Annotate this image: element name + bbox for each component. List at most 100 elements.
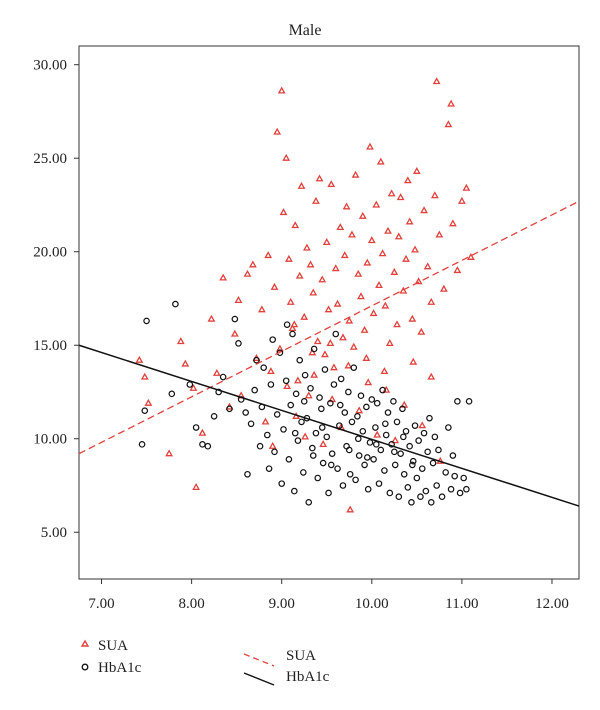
hba1c-point bbox=[377, 446, 385, 454]
hba1c-point bbox=[381, 467, 388, 474]
y-tick-label: 30.00 bbox=[33, 58, 67, 74]
hba1c-point bbox=[138, 441, 146, 448]
sua-point bbox=[423, 262, 432, 270]
x-tick-label: 11.00 bbox=[445, 596, 478, 612]
sua-point bbox=[286, 297, 295, 305]
hba1c-point bbox=[168, 390, 176, 398]
legend-line-sua: SUA bbox=[243, 648, 316, 667]
legend-solid-line-icon bbox=[243, 672, 275, 686]
legend-circle-icon bbox=[81, 663, 89, 671]
hba1c-point bbox=[341, 409, 349, 416]
hba1c-point bbox=[373, 399, 381, 407]
sua-point bbox=[288, 324, 297, 332]
sua-point bbox=[181, 359, 190, 367]
sua-point bbox=[435, 230, 444, 238]
sua-point bbox=[319, 440, 328, 447]
hba1c-point bbox=[382, 420, 389, 428]
hba1c-point bbox=[355, 452, 363, 459]
sua-point bbox=[309, 288, 318, 296]
hba1c-point bbox=[359, 427, 367, 435]
points-layer bbox=[135, 77, 475, 513]
hba1c-point bbox=[269, 336, 276, 343]
sua-point bbox=[310, 370, 319, 378]
sua-point bbox=[176, 337, 185, 345]
hba1c-point bbox=[409, 457, 417, 465]
sua-point bbox=[358, 211, 367, 219]
sua-point bbox=[380, 367, 389, 375]
hba1c-point bbox=[429, 459, 437, 467]
hba1c-point bbox=[415, 437, 422, 444]
hba1c-point bbox=[318, 405, 325, 413]
hba1c-point bbox=[285, 456, 293, 463]
x-axis-ticks: 7.00 8.00 9.00 10.00 11.00 12.00 bbox=[88, 579, 569, 612]
hba1c-point bbox=[294, 437, 302, 444]
sua-point bbox=[391, 436, 400, 444]
hba1c-point bbox=[328, 450, 336, 457]
hba1c-point bbox=[251, 386, 258, 394]
sua-point bbox=[381, 301, 390, 309]
sua-point bbox=[283, 382, 292, 390]
y-tick-label: 10.00 bbox=[33, 432, 67, 448]
hba1c-point bbox=[316, 394, 323, 401]
hba1c-point bbox=[346, 470, 354, 478]
sua-point bbox=[230, 329, 239, 337]
sua-point bbox=[349, 342, 358, 350]
sua-point bbox=[378, 249, 387, 257]
hba1c-point bbox=[310, 345, 318, 353]
legend-marker-sua: SUA bbox=[80, 638, 128, 654]
sua-point bbox=[360, 325, 369, 333]
hba1c-point bbox=[364, 485, 372, 493]
hba1c-point bbox=[278, 480, 286, 487]
hba1c-point bbox=[339, 482, 347, 489]
hba1c-point bbox=[397, 450, 404, 457]
hba1c-point bbox=[283, 321, 291, 328]
hba1c-point bbox=[210, 412, 218, 420]
hba1c-point bbox=[404, 484, 412, 491]
hba1c-point bbox=[307, 384, 314, 392]
hba1c-point bbox=[332, 330, 340, 338]
sua-point bbox=[364, 378, 373, 386]
sua-point bbox=[399, 286, 408, 294]
sua-point bbox=[322, 238, 331, 246]
sua-point bbox=[385, 339, 394, 347]
hba1c-point bbox=[300, 398, 308, 405]
sua-point bbox=[336, 223, 345, 231]
x-tick-label: 7.00 bbox=[88, 596, 114, 612]
hba1c-point bbox=[273, 411, 281, 418]
x-tick-label: 10.00 bbox=[355, 596, 389, 612]
sua-point bbox=[144, 398, 153, 406]
hba1c-point bbox=[361, 461, 368, 469]
regression-lines bbox=[78, 200, 580, 507]
sua-point bbox=[330, 363, 338, 371]
sua-point bbox=[294, 376, 302, 384]
hba1c-point bbox=[352, 476, 359, 484]
sua-point bbox=[444, 120, 453, 128]
hba1c-point bbox=[309, 444, 316, 452]
hba1c-point bbox=[368, 396, 376, 403]
sua-point bbox=[369, 309, 378, 317]
hba1c-point bbox=[345, 446, 353, 454]
sua-point bbox=[248, 260, 257, 268]
sua-point bbox=[198, 428, 207, 436]
hba1c-point bbox=[348, 418, 356, 426]
sua-point bbox=[285, 254, 293, 262]
hba1c-point bbox=[406, 442, 413, 450]
sua-point bbox=[345, 316, 354, 324]
sua-point bbox=[427, 297, 436, 305]
sua-point bbox=[346, 505, 355, 513]
sua-point bbox=[270, 282, 279, 290]
sua-point bbox=[135, 355, 144, 363]
sua-point bbox=[414, 277, 423, 285]
hba1c-point bbox=[400, 470, 408, 478]
hba1c-point bbox=[350, 364, 358, 371]
hba1c-point bbox=[296, 356, 304, 364]
legend-dashed-line-icon bbox=[243, 653, 275, 667]
legend-line-hba1c-label: HbA1c bbox=[286, 669, 330, 685]
hba1c-point bbox=[375, 480, 383, 487]
sua-point bbox=[275, 344, 284, 352]
hba1c-point bbox=[413, 474, 421, 482]
sua-point bbox=[207, 314, 216, 322]
hba1c-point bbox=[247, 420, 255, 428]
sua-point bbox=[430, 191, 439, 199]
hba1c-point bbox=[395, 493, 403, 501]
